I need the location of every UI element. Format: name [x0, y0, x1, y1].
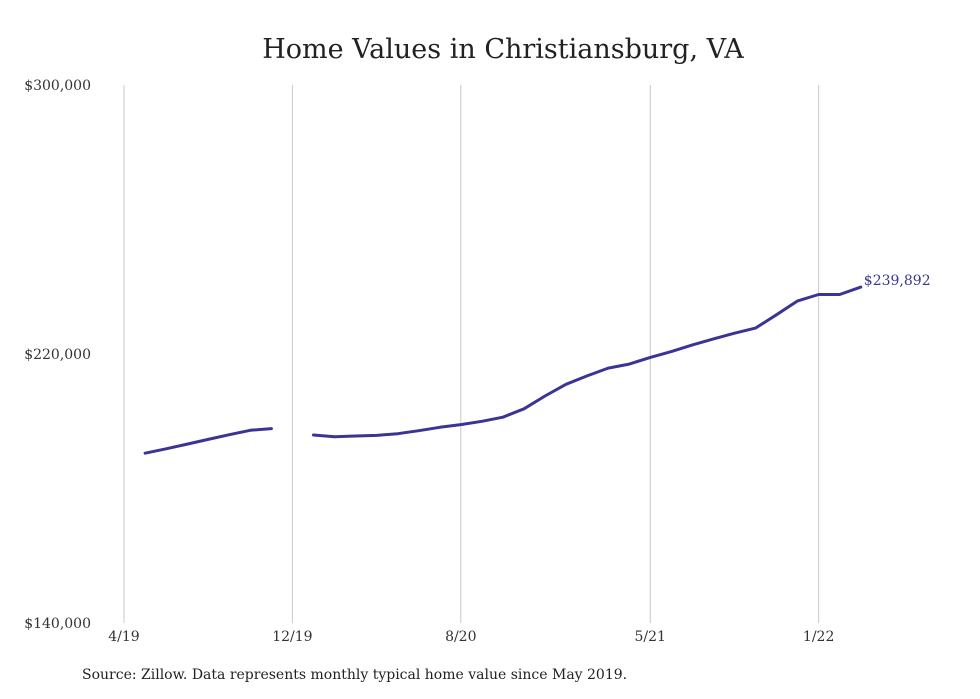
series-layer [143, 285, 863, 455]
y-tick-label: $220,000 [24, 347, 91, 363]
x-tick-label: 5/21 [635, 629, 666, 645]
x-tick-label: 1/22 [803, 629, 834, 645]
y-tick-labels: $300,000 $220,000 $140,000 [24, 78, 91, 632]
x-tick-label: 12/19 [272, 629, 312, 645]
x-tick-label: 8/20 [445, 629, 476, 645]
y-tick-label: $140,000 [24, 616, 91, 632]
x-tick-label: 4/19 [108, 629, 139, 645]
chart-title: Home Values in Christiansburg, VA [262, 34, 744, 65]
source-note: Source: Zillow. Data represents monthly … [82, 667, 628, 683]
grid-layer [123, 85, 820, 623]
end-value-label: $239,892 [864, 273, 931, 289]
series-line-segment-1 [143, 427, 273, 455]
series-line-segment-2 [312, 285, 863, 439]
y-tick-label: $300,000 [24, 78, 91, 94]
x-tick-labels: 4/19 12/19 8/20 5/21 1/22 [108, 629, 834, 645]
